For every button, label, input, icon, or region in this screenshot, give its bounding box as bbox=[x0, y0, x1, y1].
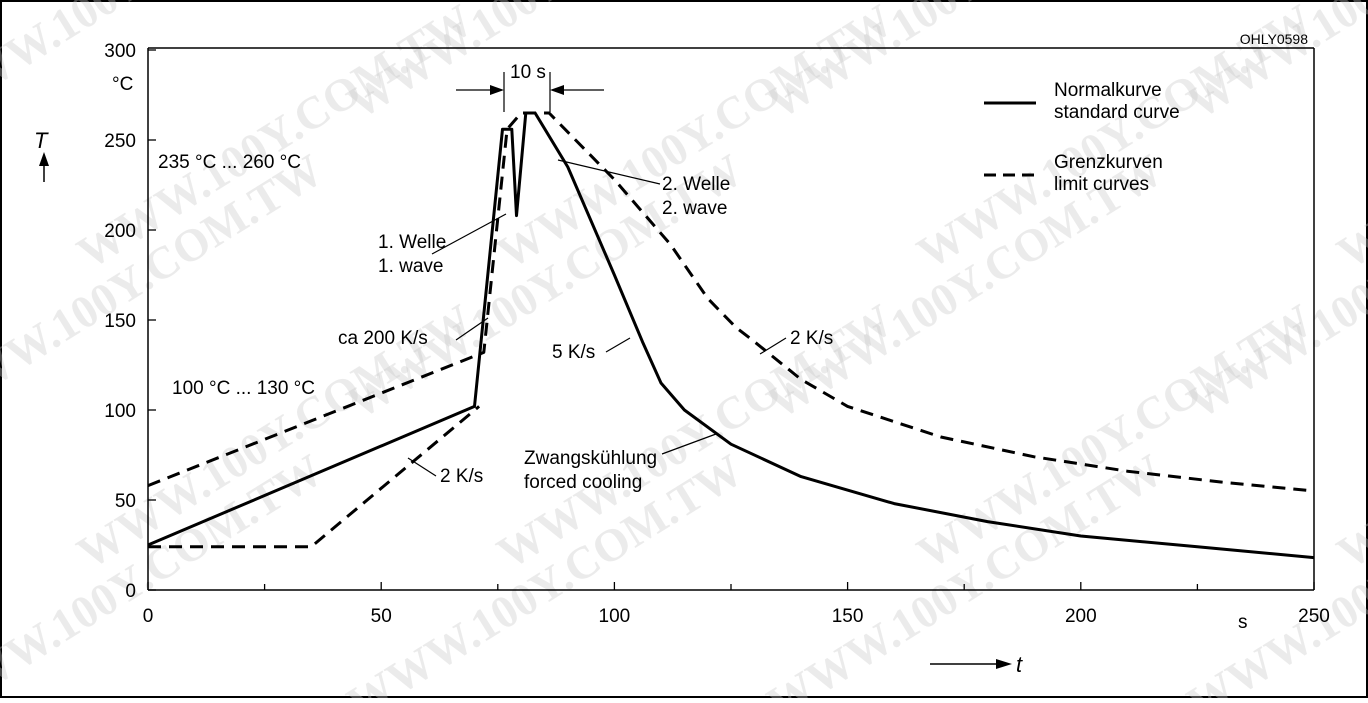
axis-ticks bbox=[147, 49, 1315, 591]
annotation-preheat-range: 100 °C ... 130 °C bbox=[172, 378, 315, 399]
watermark-text: WWW.100Y.COM.TW bbox=[488, 294, 901, 579]
leader-wave1 bbox=[431, 213, 507, 255]
annotation-dwell: 10 s bbox=[510, 62, 546, 83]
limit-curve-2 bbox=[148, 405, 481, 549]
dwell-arrow-left-head bbox=[490, 85, 504, 95]
annotation-wave2-de: 2. Welle bbox=[662, 174, 730, 195]
leader-rate-heat bbox=[455, 317, 489, 341]
x-tick-label: 100 bbox=[599, 606, 631, 627]
y-tick-label: 300 bbox=[104, 41, 136, 62]
dwell-dimension: 10 s bbox=[456, 62, 604, 112]
annotation-wave1-de: 1. Welle bbox=[378, 232, 446, 253]
y-tick-label: 250 bbox=[104, 131, 136, 152]
x-tick-label: 250 bbox=[1298, 606, 1330, 627]
x-tick-label: 150 bbox=[832, 606, 864, 627]
y-unit-label: °C bbox=[112, 74, 133, 95]
limit-curve-1 bbox=[147, 111, 1315, 493]
y-tick-label: 50 bbox=[115, 491, 136, 512]
annotation-peak-range: 235 °C ... 260 °C bbox=[158, 152, 301, 173]
x-tick-label: 50 bbox=[371, 606, 392, 627]
leader-rate-preheat bbox=[407, 457, 437, 477]
legend: Normalkurve standard curve Grenzkurven l… bbox=[984, 80, 1180, 195]
y-tick-label: 100 bbox=[104, 401, 136, 422]
annotation-rate-cool-limit: 2 K/s bbox=[790, 328, 833, 349]
annotation-rate-preheat: 2 K/s bbox=[440, 466, 483, 487]
standard-curve-0 bbox=[147, 111, 1315, 560]
leader-forced-cooling bbox=[661, 433, 717, 455]
annotation-forced-cooling-de: Zwangskühlung bbox=[524, 448, 657, 469]
legend-dashed-label-en: limit curves bbox=[1054, 174, 1149, 195]
annotation-wave2-en: 2. wave bbox=[662, 198, 727, 219]
leader-wave2 bbox=[557, 159, 661, 185]
leader-rate-cool-limit bbox=[759, 337, 787, 355]
legend-solid-label-en: standard curve bbox=[1054, 102, 1180, 123]
figure-code: OHLY0598 bbox=[1240, 31, 1308, 47]
dwell-arrow-right-head bbox=[550, 85, 564, 95]
x-axis-variable: t bbox=[1016, 652, 1023, 677]
annotation-rate-heat: ca 200 K/s bbox=[338, 328, 428, 349]
x-tick-label: 0 bbox=[143, 606, 154, 627]
y-tick-label: 150 bbox=[104, 311, 136, 332]
annotation-wave1-en: 1. wave bbox=[378, 256, 443, 277]
y-axis-arrow-head bbox=[39, 152, 49, 166]
series-layer bbox=[147, 111, 1315, 560]
legend-solid-label-de: Normalkurve bbox=[1054, 80, 1162, 101]
legend-dashed-label-de: Grenzkurven bbox=[1054, 152, 1163, 173]
watermark-text: WWW.100Y.COM.TW bbox=[1178, 444, 1368, 698]
y-tick-label: 0 bbox=[125, 581, 136, 602]
annotation-rate-cool-normal: 5 K/s bbox=[552, 342, 595, 363]
x-unit-label: s bbox=[1238, 612, 1248, 633]
annotation-forced-cooling-en: forced cooling bbox=[524, 472, 642, 493]
x-axis-arrow-head bbox=[996, 659, 1012, 669]
watermark-text: WWW.100Y.COM.TW bbox=[908, 294, 1321, 579]
axis-tick-labels: 0 50 100 150 200 250 300 0 50 100 150 200 250 bbox=[104, 41, 1330, 627]
x-tick-label: 200 bbox=[1065, 606, 1097, 627]
y-axis-variable: T bbox=[34, 128, 49, 153]
leader-rate-cool-normal bbox=[605, 337, 631, 353]
y-tick-label: 200 bbox=[104, 221, 136, 242]
